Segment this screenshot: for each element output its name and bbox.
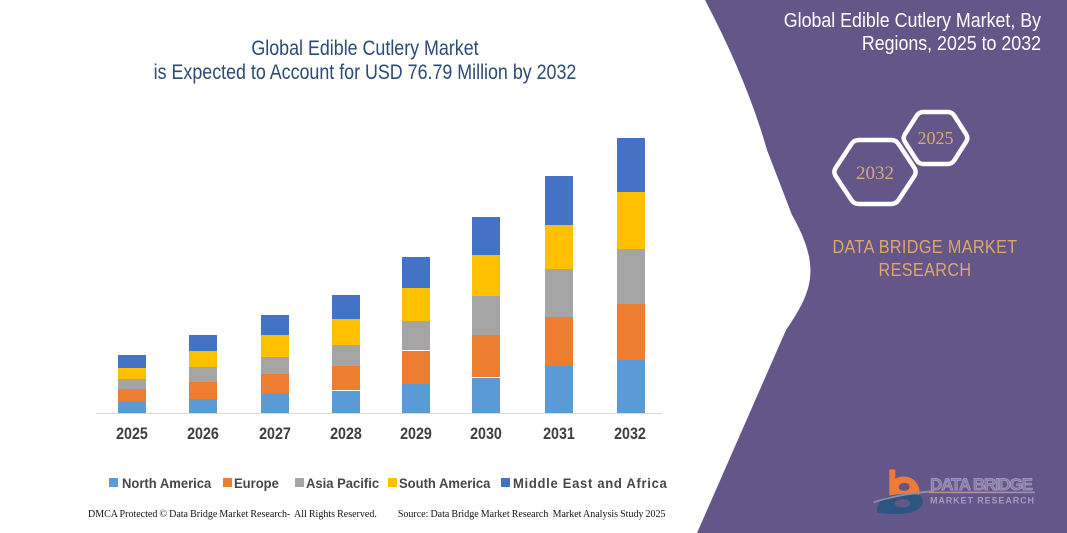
svg-text:MARKET RESEARCH: MARKET RESEARCH <box>930 496 1034 506</box>
svg-text:2025: 2025 <box>918 128 954 148</box>
svg-text:DATA BRIDGE: DATA BRIDGE <box>930 475 1033 494</box>
svg-text:2032: 2032 <box>856 163 894 184</box>
